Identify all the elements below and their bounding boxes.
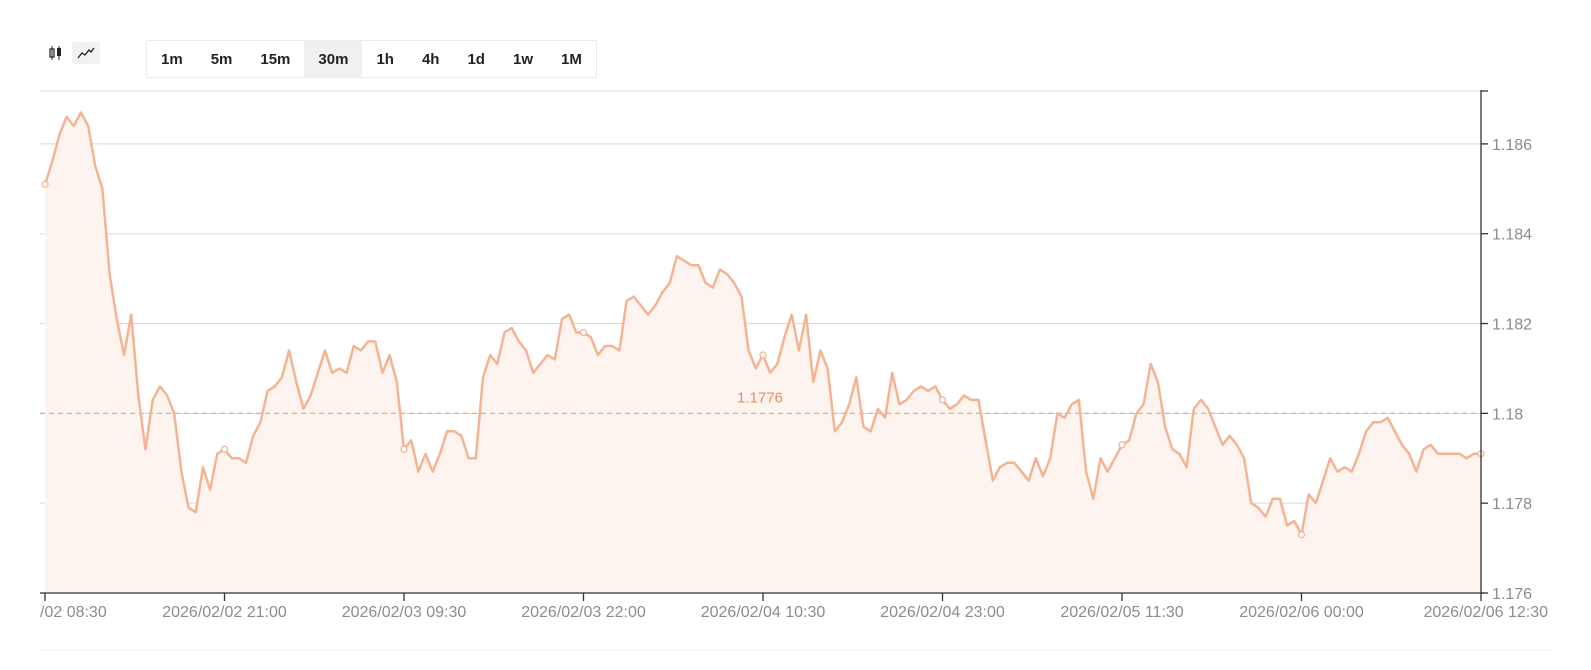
reference-label: 1.1776 [737,389,783,406]
x-tick-label: 2026/02/03 22:00 [521,604,646,621]
reference-line-group: 1.1776 [40,389,1481,414]
price-markers [41,180,1485,539]
interval-4h[interactable]: 4h [421,50,440,68]
x-tick-label: 2026/02/06 12:30 [1423,604,1548,621]
x-tick-label: 2026/02/04 23:00 [880,604,1005,621]
x-tick-label: 2026/02/04 10:30 [701,604,826,621]
x-tick-label: 2026/02/06 00:00 [1239,604,1364,621]
y-tick-label: 1.176 [1492,586,1532,603]
x-tick-label: 2026/02/02 21:00 [162,604,287,621]
interval-1M[interactable]: 1M [561,50,582,68]
line-chart-icon[interactable] [72,42,100,64]
data-point-marker [759,351,767,359]
y-tick-label: 1.186 [1492,137,1532,154]
data-point-marker [579,328,588,337]
y-tick-label: 1.184 [1492,227,1532,244]
interval-1d[interactable]: 1d [467,50,485,68]
interval-15m[interactable]: 15m [260,50,291,68]
interval-selector: 1m 5m 15m 30m 1h 4h 1d 1w 1M [146,40,597,78]
interval-1m[interactable]: 1m [161,50,183,68]
interval-1w[interactable]: 1w [512,50,533,68]
chart-type-group [42,42,100,64]
x-tick-label: 2026/02/05 11:30 [1060,604,1183,621]
price-chart[interactable]: 1.1776 1.176 1.178 1.18 1.182 1.184 1.186/02 … [40,90,1590,665]
x-tick-label: 2026/02/03 09:30 [342,604,467,621]
candlestick-icon[interactable] [42,42,70,64]
chart-frame: 1.1776 1.176 1.178 1.18 1.182 1.184 1.186/02 … [40,90,1590,665]
axes: 1.176 1.178 1.18 1.182 1.184 1.186/02 08:30 20… [40,90,1550,651]
data-point-marker [220,445,229,453]
interval-30m[interactable]: 30m [304,41,363,77]
x-tick-label: /02 08:30 [40,604,107,621]
interval-5m[interactable]: 5m [210,50,233,68]
interval-1h[interactable]: 1h [376,50,394,68]
data-point-marker [400,445,408,453]
data-point-marker [1297,530,1306,539]
data-point-marker [938,396,947,404]
y-tick-label: 1.18 [1492,406,1523,423]
data-point-marker [41,180,49,188]
y-tick-label: 1.178 [1492,496,1532,513]
price-area-fill [45,112,1481,593]
y-tick-label: 1.182 [1492,317,1532,334]
data-point-marker [1118,441,1126,449]
